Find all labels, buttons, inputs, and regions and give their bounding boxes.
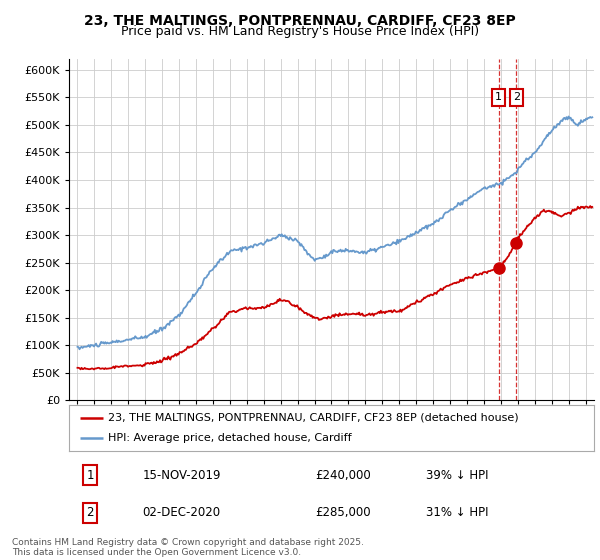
Text: 2: 2 bbox=[513, 92, 520, 102]
Text: HPI: Average price, detached house, Cardiff: HPI: Average price, detached house, Card… bbox=[109, 433, 352, 443]
Text: 39% ↓ HPI: 39% ↓ HPI bbox=[426, 469, 488, 482]
Text: £285,000: £285,000 bbox=[316, 506, 371, 520]
Text: Price paid vs. HM Land Registry's House Price Index (HPI): Price paid vs. HM Land Registry's House … bbox=[121, 25, 479, 38]
Text: 1: 1 bbox=[86, 469, 94, 482]
Text: Contains HM Land Registry data © Crown copyright and database right 2025.
This d: Contains HM Land Registry data © Crown c… bbox=[12, 538, 364, 557]
Text: 23, THE MALTINGS, PONTPRENNAU, CARDIFF, CF23 8EP: 23, THE MALTINGS, PONTPRENNAU, CARDIFF, … bbox=[84, 14, 516, 28]
Text: £240,000: £240,000 bbox=[316, 469, 371, 482]
Text: 02-DEC-2020: 02-DEC-2020 bbox=[143, 506, 221, 520]
Text: 15-NOV-2019: 15-NOV-2019 bbox=[143, 469, 221, 482]
Text: 31% ↓ HPI: 31% ↓ HPI bbox=[426, 506, 488, 520]
Text: 23, THE MALTINGS, PONTPRENNAU, CARDIFF, CF23 8EP (detached house): 23, THE MALTINGS, PONTPRENNAU, CARDIFF, … bbox=[109, 413, 519, 423]
Text: 2: 2 bbox=[86, 506, 94, 520]
Text: 1: 1 bbox=[495, 92, 502, 102]
